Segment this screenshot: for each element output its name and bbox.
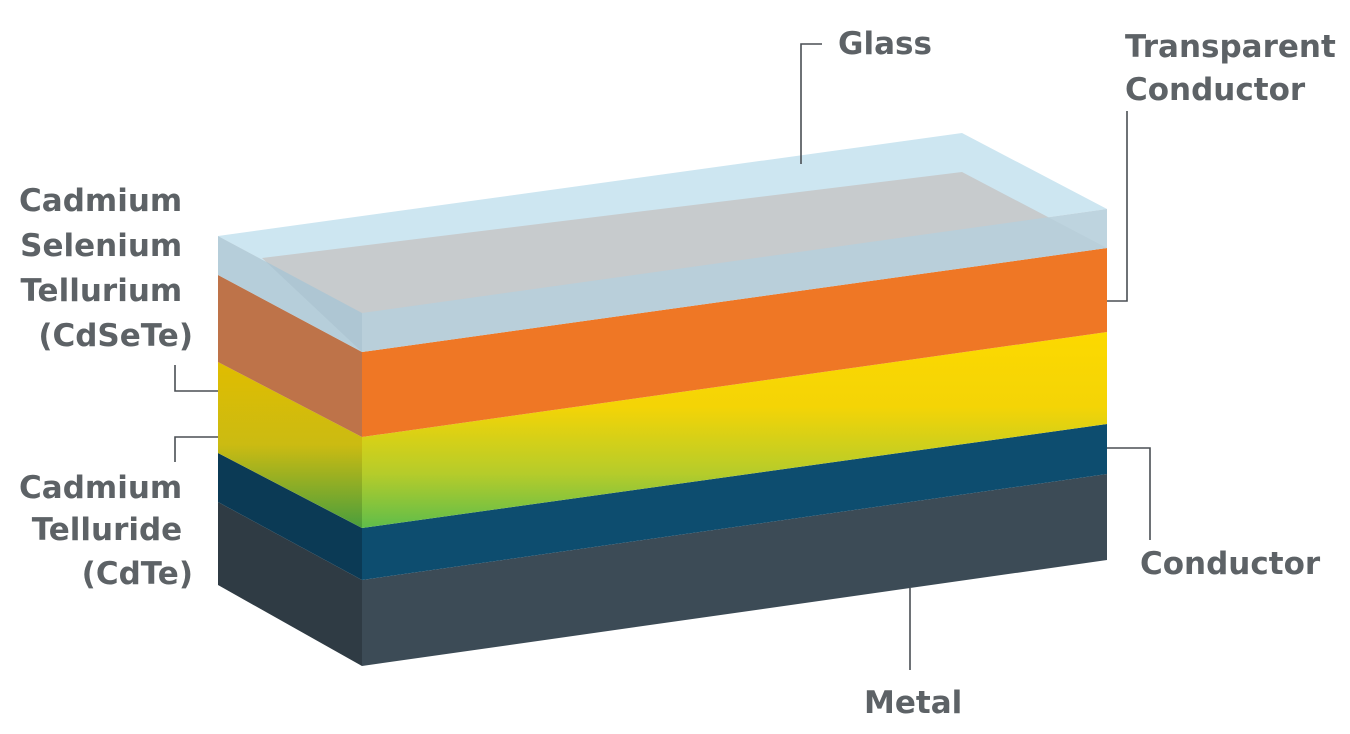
- layer-metal: [218, 474, 1107, 666]
- layer-absorber-cdsete-cdte: [218, 332, 1107, 528]
- cdte-leader-line: [174, 436, 218, 462]
- cdsete-label: Cadmium Selenium Tellurium (CdSeTe): [19, 183, 193, 354]
- glass-leader-line: [800, 43, 822, 164]
- conductor-side-face: [218, 453, 362, 580]
- cdte-label: Cadmium Telluride (CdTe): [19, 470, 193, 592]
- absorber-front-face: [362, 332, 1107, 528]
- transparent-conductor-front-face: [362, 248, 1107, 437]
- metal-front-face: [362, 474, 1107, 666]
- conductor-leader-line: [1107, 447, 1151, 540]
- conductor-front-face: [362, 424, 1107, 580]
- leader-lines: [174, 43, 1151, 670]
- glass-side-overlay: [218, 275, 362, 437]
- glass-side-face: [218, 236, 362, 352]
- glass-label: Glass: [838, 26, 932, 62]
- transparent-conductor-label: Transparent Conductor: [1125, 29, 1347, 108]
- conductor-label: Conductor: [1140, 546, 1321, 582]
- transparent-conductor-side-face: [218, 275, 362, 437]
- transparent-conductor-leader-line: [1107, 111, 1128, 302]
- layer-labels: Glass Transparent Conductor Cadmium Sele…: [19, 26, 1347, 721]
- cdsete-leader-line: [174, 365, 218, 392]
- glass-front-face: [362, 209, 1107, 352]
- layer-glass: [218, 133, 1107, 437]
- metal-side-face: [218, 502, 362, 666]
- layer-transparent-conductor: [218, 248, 1107, 437]
- layer-conductor: [218, 424, 1107, 580]
- metal-label: Metal: [864, 685, 962, 721]
- absorber-side-face: [218, 362, 362, 528]
